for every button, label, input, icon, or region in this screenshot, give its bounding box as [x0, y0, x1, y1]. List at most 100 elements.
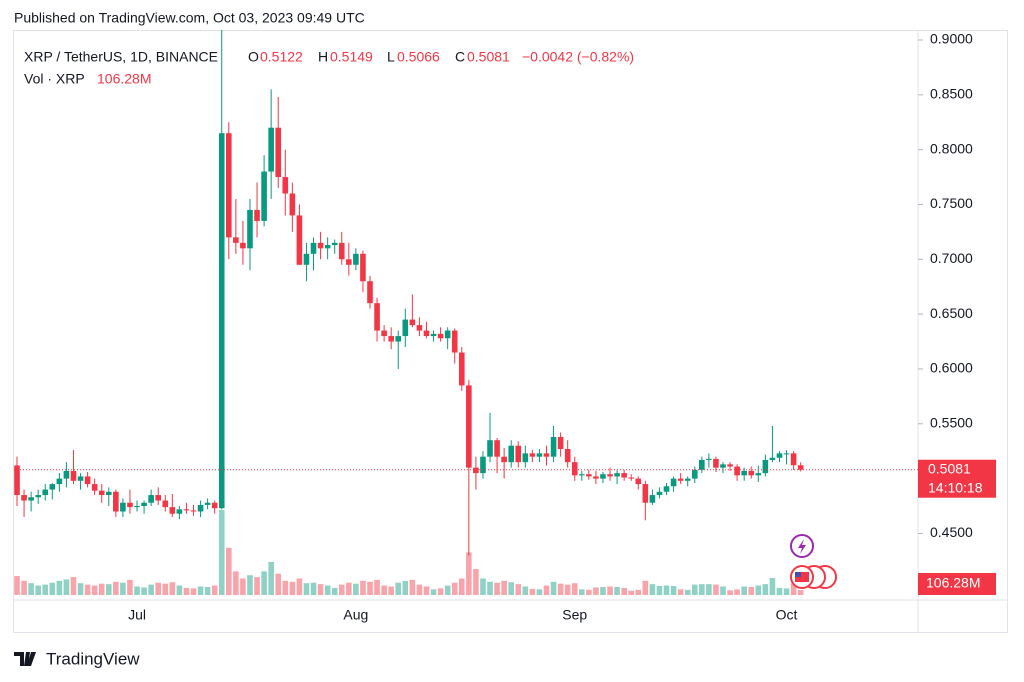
volume-bar: [755, 585, 762, 595]
lightning-glyph: [798, 539, 806, 554]
volume-bar: [35, 585, 41, 595]
volume-bar: [501, 580, 507, 595]
footer-logo: TradingView: [14, 649, 140, 668]
volume-bar: [409, 579, 416, 595]
candle-body: [480, 456, 486, 474]
candle-body: [296, 215, 303, 265]
volume-bar: [91, 585, 98, 595]
volume-bar: [63, 579, 70, 595]
x-tick-label: Aug: [343, 607, 368, 623]
candle-body: [734, 466, 740, 476]
flag-stripes: [795, 572, 809, 582]
volume-bar: [247, 575, 253, 595]
volume-bar: [127, 579, 133, 595]
volume-bar: [218, 510, 225, 595]
volume-bar: [494, 582, 500, 595]
volume-bar: [508, 582, 514, 595]
chart-frame: [13, 30, 1008, 633]
candle-body: [656, 491, 663, 496]
candle-body: [233, 237, 239, 243]
candle-body: [409, 319, 416, 326]
candle-body: [374, 303, 380, 331]
candle-body: [515, 445, 522, 463]
volume-bar: [713, 584, 719, 595]
candle-body: [437, 333, 444, 339]
volume-bar: [515, 584, 522, 595]
candle-body: [430, 333, 437, 337]
volume-bar: [600, 586, 606, 595]
volume-bar: [395, 582, 402, 595]
candle-body: [289, 193, 296, 216]
candle-body: [543, 453, 550, 457]
volume-bar: [360, 580, 366, 595]
volume-bar: [649, 584, 656, 595]
candle-body: [487, 440, 493, 457]
volume-bar: [70, 577, 77, 595]
x-tick-label: Sep: [562, 607, 587, 623]
candle-body: [169, 507, 176, 514]
volume-bar: [275, 573, 282, 595]
volume-bar: [233, 571, 239, 595]
candle-body: [423, 330, 430, 337]
candle-body: [310, 242, 317, 254]
volume-bar: [169, 582, 176, 595]
volume-bar: [480, 578, 486, 595]
candle-body: [28, 497, 34, 501]
ohlc-l: 0.5066: [397, 49, 440, 65]
candle-body: [204, 502, 211, 505]
ohlc-c-label: C: [455, 49, 465, 65]
volume-label: Vol · XRP: [24, 71, 85, 87]
volume-bar: [268, 561, 274, 595]
volume-bar: [353, 583, 359, 595]
volume-bar: [197, 586, 204, 595]
volume-bar: [141, 587, 147, 595]
last-price-label: 0.5081: [928, 460, 971, 476]
candle-body: [607, 474, 613, 477]
volume-bar: [607, 586, 613, 595]
volume-bar: [769, 578, 776, 595]
candle-body: [522, 453, 529, 463]
volume-bar: [734, 589, 740, 595]
volume-bar: [374, 579, 380, 595]
volume-bar: [21, 580, 27, 595]
candle-body: [49, 484, 56, 490]
volume-bar: [635, 589, 642, 595]
candle-body: [755, 473, 762, 476]
volume-bar: [204, 586, 211, 595]
candle-body: [790, 453, 797, 466]
volume-bar: [367, 581, 373, 595]
candle-body: [218, 133, 225, 509]
volume-bar: [28, 583, 34, 595]
candle-body: [120, 502, 126, 512]
candle-body: [42, 489, 49, 496]
volume-bar: [458, 578, 465, 595]
y-tick-label: 0.8500: [930, 86, 973, 102]
volume-bar: [720, 586, 726, 595]
candle-body: [402, 319, 409, 337]
volume-bar: [543, 585, 550, 595]
candle-body: [324, 245, 331, 249]
candle-body: [706, 458, 712, 460]
volume-bar: [346, 582, 352, 595]
candle-body: [240, 242, 246, 249]
volume-bar: [579, 589, 585, 595]
candle-body: [586, 474, 592, 477]
volume-bar: [529, 588, 536, 595]
volume-bar: [727, 590, 733, 595]
candle-body: [529, 453, 536, 457]
ohlc-o-label: O: [248, 49, 259, 65]
volume-bar: [289, 581, 296, 595]
y-tick-label: 0.5500: [930, 414, 973, 430]
candle-body: [458, 352, 465, 386]
candle-body: [338, 242, 345, 260]
volume-bar: [423, 586, 430, 595]
volume-bar: [797, 589, 804, 595]
candle-body: [741, 470, 747, 476]
x-tick-label: Oct: [776, 607, 798, 623]
volume-bar: [226, 547, 232, 595]
candle-body: [367, 281, 373, 304]
candle-body: [70, 470, 77, 481]
volume-bar: [134, 586, 140, 595]
candle-body: [614, 473, 620, 477]
